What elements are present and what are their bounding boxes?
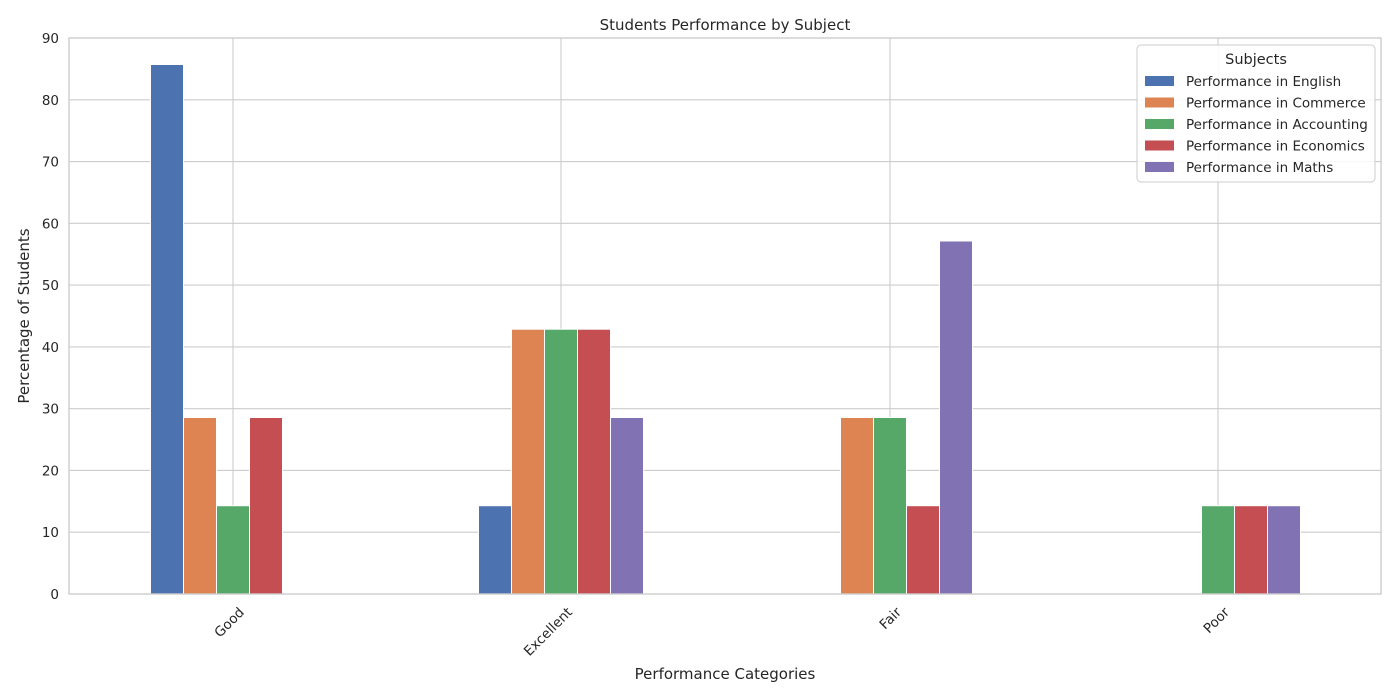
x-tick-label: Excellent: [521, 605, 576, 660]
legend-item-label: Performance in Commerce: [1186, 96, 1366, 112]
legend-item-label: Performance in Economics: [1186, 139, 1365, 155]
bar: [1234, 505, 1268, 595]
y-axis-label: Percentage of Students: [15, 228, 33, 403]
legend-swatch: [1145, 119, 1174, 129]
legend-box: [1136, 44, 1376, 183]
legend-swatch: [1145, 162, 1174, 172]
legend-title: Subjects: [1225, 52, 1287, 68]
legend-swatch: [1145, 140, 1174, 151]
bar: [183, 417, 217, 595]
legend-swatch: [1145, 76, 1174, 86]
y-tick-label: 70: [42, 155, 59, 171]
bar: [939, 240, 973, 595]
y-tick-label: 20: [42, 463, 59, 479]
y-tick-label: 0: [50, 587, 59, 603]
bar: [577, 328, 611, 595]
bar: [216, 505, 250, 595]
legend-item-label: Performance in Maths: [1186, 160, 1333, 176]
x-tick-label: Fair: [876, 604, 905, 633]
x-tick-label: Poor: [1200, 604, 1233, 637]
grid: [69, 37, 1381, 595]
bar: [873, 417, 907, 595]
y-tick-label: 80: [42, 93, 59, 109]
bar: [511, 328, 545, 595]
y-tick-label: 10: [42, 525, 59, 541]
bar: [249, 417, 283, 595]
x-axis-label: Performance Categories: [635, 665, 816, 683]
bar: [1267, 505, 1301, 595]
plot-frame: [68, 37, 1382, 595]
bar: [544, 328, 578, 595]
x-tick-label: Good: [211, 605, 247, 641]
x-axis-ticks: Good Excellent Fair Poor: [211, 604, 1233, 659]
y-tick-label: 40: [42, 340, 59, 356]
bar: [478, 505, 512, 595]
bar: [150, 64, 184, 595]
y-axis-ticks: 0 10 20 30 40 50 60 70 80 90: [42, 31, 59, 603]
bars: [150, 64, 1301, 595]
legend: Subjects Performance in English Performan…: [1136, 44, 1376, 183]
legend-item-label: Performance in Accounting: [1186, 117, 1368, 133]
bar: [610, 417, 644, 595]
y-tick-label: 60: [42, 216, 59, 232]
y-tick-label: 30: [42, 402, 59, 418]
bar: [906, 505, 940, 595]
y-tick-label: 90: [42, 31, 59, 47]
bar: [840, 417, 874, 595]
y-tick-label: 50: [42, 278, 59, 294]
legend-item-label: Performance in English: [1186, 74, 1341, 90]
chart-title: Students Performance by Subject: [600, 16, 851, 34]
bar: [1201, 505, 1235, 595]
legend-swatch: [1145, 97, 1174, 108]
